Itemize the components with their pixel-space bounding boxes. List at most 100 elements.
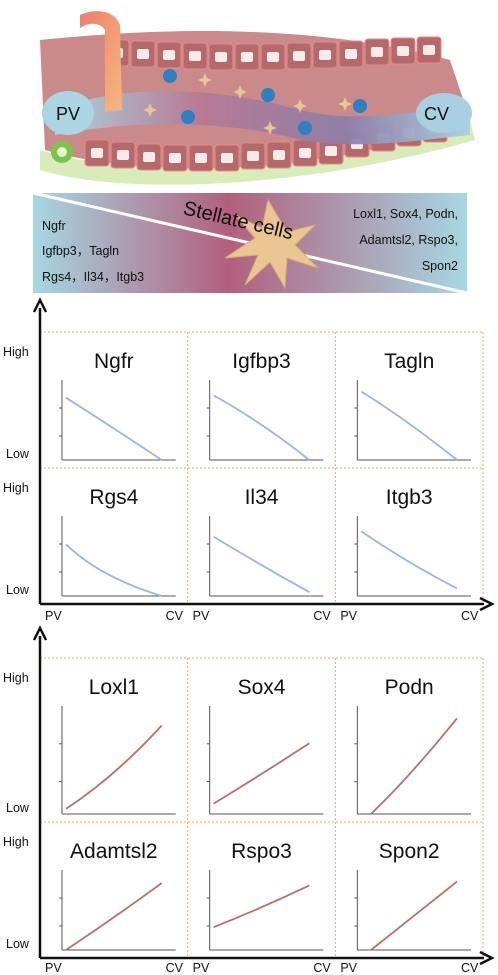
hepatocyte bbox=[162, 144, 188, 172]
expression-curve bbox=[65, 543, 162, 597]
expression-curve bbox=[360, 390, 458, 461]
y-high-label: High bbox=[3, 345, 29, 359]
gene-title: Itgb3 bbox=[386, 486, 433, 509]
gene-title: Sox4 bbox=[238, 676, 286, 699]
hepatocyte bbox=[214, 144, 240, 172]
hepatocyte bbox=[312, 41, 338, 69]
stellate-cell-icon bbox=[143, 103, 157, 117]
pv-label: PV bbox=[56, 104, 80, 124]
kupffer-cell-icon bbox=[298, 121, 312, 135]
liver-sinusoid-schematic: PV CV bbox=[40, 11, 475, 185]
expression-curve bbox=[360, 530, 458, 590]
left-gene-line-2: Igfbp3，Tagln bbox=[42, 244, 119, 258]
kupffer-cell-icon bbox=[261, 88, 275, 102]
gene-title: Rspo3 bbox=[231, 840, 292, 863]
hepatocyte bbox=[318, 137, 344, 165]
stellate-cell-icon bbox=[198, 73, 212, 87]
hepatocyte bbox=[110, 141, 136, 169]
stellate-cell-icon bbox=[263, 121, 277, 135]
gene-cell-sox4: Sox4 bbox=[206, 676, 324, 815]
increasing-genes-panel: High Low High Low Loxl1 Sox4 Podn Adamtsl2 Rspo3… bbox=[3, 625, 495, 975]
x-cv-label: CV bbox=[461, 961, 479, 975]
x-cv-label: CV bbox=[313, 961, 331, 975]
hepatocyte bbox=[292, 139, 318, 167]
x-pv-label: PV bbox=[45, 961, 62, 975]
gene-cell-rspo3: Rspo3 bbox=[206, 840, 324, 951]
hepatocyte bbox=[390, 37, 416, 65]
right-gene-line-1: Loxl1, Sox4, Podn, bbox=[353, 207, 458, 221]
zonation-band: Stellate cells Ngfr Igfbp3，Tagln Rgs4，Il… bbox=[32, 191, 468, 295]
x-axis-arrow bbox=[479, 950, 495, 966]
expression-curve bbox=[213, 535, 310, 593]
hepatocyte bbox=[182, 42, 208, 70]
kupffer-cell-icon bbox=[353, 99, 367, 113]
x-pv-label: PV bbox=[340, 609, 357, 623]
cv-label: CV bbox=[424, 104, 449, 124]
gene-cell-ngfr: Ngfr bbox=[59, 350, 176, 461]
gene-title: Spon2 bbox=[379, 840, 440, 863]
kupffer-cell-icon bbox=[163, 69, 177, 83]
gene-cell-il34: Il34 bbox=[206, 486, 324, 597]
hepatocyte bbox=[240, 142, 266, 170]
sinusoidal-cells bbox=[143, 69, 367, 135]
gene-cell-itgb3: Itgb3 bbox=[354, 486, 471, 597]
hepatocyte bbox=[208, 43, 234, 71]
y-axis-arrow bbox=[32, 625, 48, 641]
hepatocyte bbox=[286, 42, 312, 70]
kupffer-cell-icon bbox=[181, 110, 195, 124]
portal-branch bbox=[80, 11, 122, 112]
gene-title: Tagln bbox=[384, 350, 434, 373]
hepatocyte bbox=[130, 40, 156, 68]
gene-title: Il34 bbox=[245, 486, 279, 509]
y-high-label: High bbox=[3, 671, 29, 685]
hepatocyte bbox=[136, 143, 162, 171]
x-pv-label: PV bbox=[45, 609, 62, 623]
gene-cell-adamtsl2: Adamtsl2 bbox=[59, 840, 176, 951]
hepatocyte bbox=[266, 141, 292, 169]
right-gene-line-2: Adamtsl2, Rspo3, bbox=[359, 233, 458, 247]
hepatocyte bbox=[338, 40, 364, 68]
portal-vein bbox=[42, 91, 94, 135]
gene-title: Ngfr bbox=[94, 350, 134, 373]
y-low-label: Low bbox=[6, 447, 30, 461]
hepatocyte bbox=[260, 43, 286, 71]
y-high-label: High bbox=[3, 481, 29, 495]
left-gene-line-3: Rgs4，Il34，Itgb3 bbox=[42, 270, 144, 284]
y-axis-arrow bbox=[32, 297, 48, 313]
y-low-label: Low bbox=[6, 583, 30, 597]
stellate-cell-icon bbox=[338, 97, 352, 111]
expression-curve bbox=[65, 396, 163, 461]
gene-title: Podn bbox=[385, 676, 434, 699]
gene-title: Rgs4 bbox=[89, 486, 138, 509]
right-gene-line-3: Spon2 bbox=[422, 259, 458, 273]
y-high-label: High bbox=[3, 835, 29, 849]
stellate-cell-icon bbox=[224, 198, 319, 290]
x-cv-label: CV bbox=[313, 609, 331, 623]
hepatocyte bbox=[84, 139, 110, 167]
kupffer-cell-icon bbox=[51, 141, 73, 163]
central-vein bbox=[416, 93, 472, 133]
x-pv-label: PV bbox=[340, 961, 357, 975]
x-cv-label: CV bbox=[166, 961, 184, 975]
decreasing-genes-panel: High Low High Low Ngfr Igfbp3 Tagln Rgs4 Il34 Itg… bbox=[3, 297, 495, 623]
left-gene-line-1: Ngfr bbox=[42, 219, 66, 233]
x-pv-label: PV bbox=[193, 961, 210, 975]
hepatocyte bbox=[156, 41, 182, 69]
expression-curve bbox=[65, 724, 163, 810]
x-cv-label: CV bbox=[461, 609, 479, 623]
expression-curve bbox=[65, 882, 163, 951]
hepatocyte bbox=[234, 43, 260, 71]
expression-curve bbox=[213, 884, 310, 929]
gene-cell-igfbp3: Igfbp3 bbox=[206, 350, 324, 461]
y-low-label: Low bbox=[6, 801, 30, 815]
sinusoid-vessel bbox=[55, 91, 470, 145]
expression-curve bbox=[370, 880, 458, 951]
x-cv-label: CV bbox=[166, 609, 184, 623]
x-pv-label: PV bbox=[193, 609, 210, 623]
y-low-label: Low bbox=[6, 937, 30, 951]
hepatocyte bbox=[364, 38, 390, 66]
gene-cell-rgs4: Rgs4 bbox=[59, 486, 176, 597]
gene-cell-podn: Podn bbox=[354, 676, 471, 815]
gene-cell-loxl1: Loxl1 bbox=[59, 676, 176, 815]
